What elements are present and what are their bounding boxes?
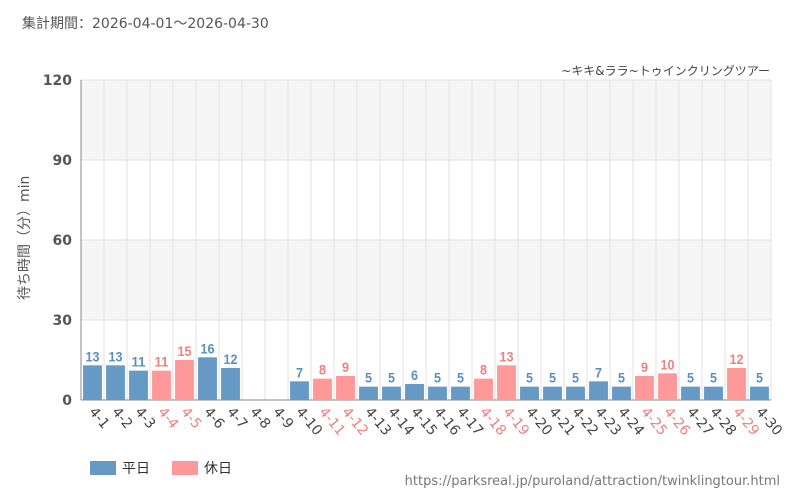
bar [405,384,424,400]
bar [290,381,309,400]
legend-label-weekday: 平日 [122,461,150,477]
x-tick-label: 4-1 [85,404,112,432]
attraction-name: ~キキ&ララ~トゥインクリングツアー [561,64,770,78]
bar-value-label: 7 [595,364,602,380]
bar-value-label: 5 [388,370,395,386]
bar [382,386,401,400]
bar [129,370,148,400]
bar [428,386,447,400]
bar [221,368,240,400]
bar-value-label: 5 [526,370,533,386]
bar [198,357,217,400]
bar-value-label: 5 [457,370,464,386]
x-tick-label: 4-9 [269,404,296,432]
y-tick-label: 30 [53,313,73,329]
bar-value-label: 5 [756,370,763,386]
x-tick-label: 4-5 [177,404,204,432]
bar [658,373,677,400]
bar [359,386,378,400]
bar-value-label: 8 [480,362,487,378]
bar-value-label: 8 [319,362,326,378]
period-separator: ～ [173,16,188,32]
bar [313,378,332,400]
bar-value-label: 11 [155,354,169,370]
legend-swatch-holiday [172,461,198,475]
legend-item-weekday: 平日 [90,458,150,478]
bar-value-label: 16 [201,340,215,356]
bar [106,365,125,400]
bar-value-label: 5 [365,370,372,386]
bar-value-label: 5 [710,370,717,386]
period-end: 2026-04-30 [187,16,269,32]
bar [681,386,700,400]
bar [152,370,171,400]
bar-value-label: 10 [661,356,675,372]
bar [336,376,355,400]
x-tick-label: 4-6 [200,404,227,432]
bar [612,386,631,400]
bar-value-label: 5 [687,370,694,386]
bar-value-label: 15 [178,343,192,359]
y-tick-label: 60 [53,233,73,249]
period-label: 集計期間：2026-04-01～2026-04-30 [22,13,269,33]
legend: 平日 休日 [90,458,254,478]
bar-value-label: 11 [132,354,146,370]
bar-value-label: 13 [500,348,514,364]
bar-value-label: 6 [411,367,418,383]
bar-value-label: 12 [224,351,238,367]
bar [175,360,194,400]
x-tick-label: 4-4 [154,404,181,432]
bar-value-label: 5 [434,370,441,386]
bar [497,365,516,400]
bar-value-label: 5 [549,370,556,386]
bar-value-label: 5 [572,370,579,386]
bar [566,386,585,400]
x-tick-label: 4-8 [246,404,273,432]
period-start: 2026-04-01 [92,16,174,32]
bar-value-label: 12 [730,351,744,367]
bar-value-label: 5 [618,370,625,386]
source-url: https://parksreal.jp/puroland/attraction… [404,474,780,489]
x-tick-label: 4-7 [223,404,250,432]
legend-label-holiday: 休日 [204,461,232,477]
bar-value-label: 7 [296,364,303,380]
bar [83,365,102,400]
bar [750,386,769,400]
y-tick-label: 120 [43,73,72,89]
legend-swatch-weekday [90,461,116,475]
y-tick-label: 90 [53,153,73,169]
bar [704,386,723,400]
y-tick-label: 0 [62,393,72,409]
x-tick-label: 4-2 [108,404,135,432]
bar [520,386,539,400]
period-prefix: 集計期間： [22,16,92,32]
bar [474,378,493,400]
legend-item-holiday: 休日 [172,458,232,478]
bar [727,368,746,400]
bar-value-label: 13 [109,348,123,364]
bar [635,376,654,400]
bar [589,381,608,400]
bar [451,386,470,400]
bar-value-label: 9 [342,359,349,375]
bar-value-label: 13 [86,348,100,364]
x-tick-label: 4-3 [131,404,158,432]
bar [543,386,562,400]
bar-value-label: 9 [641,359,648,375]
